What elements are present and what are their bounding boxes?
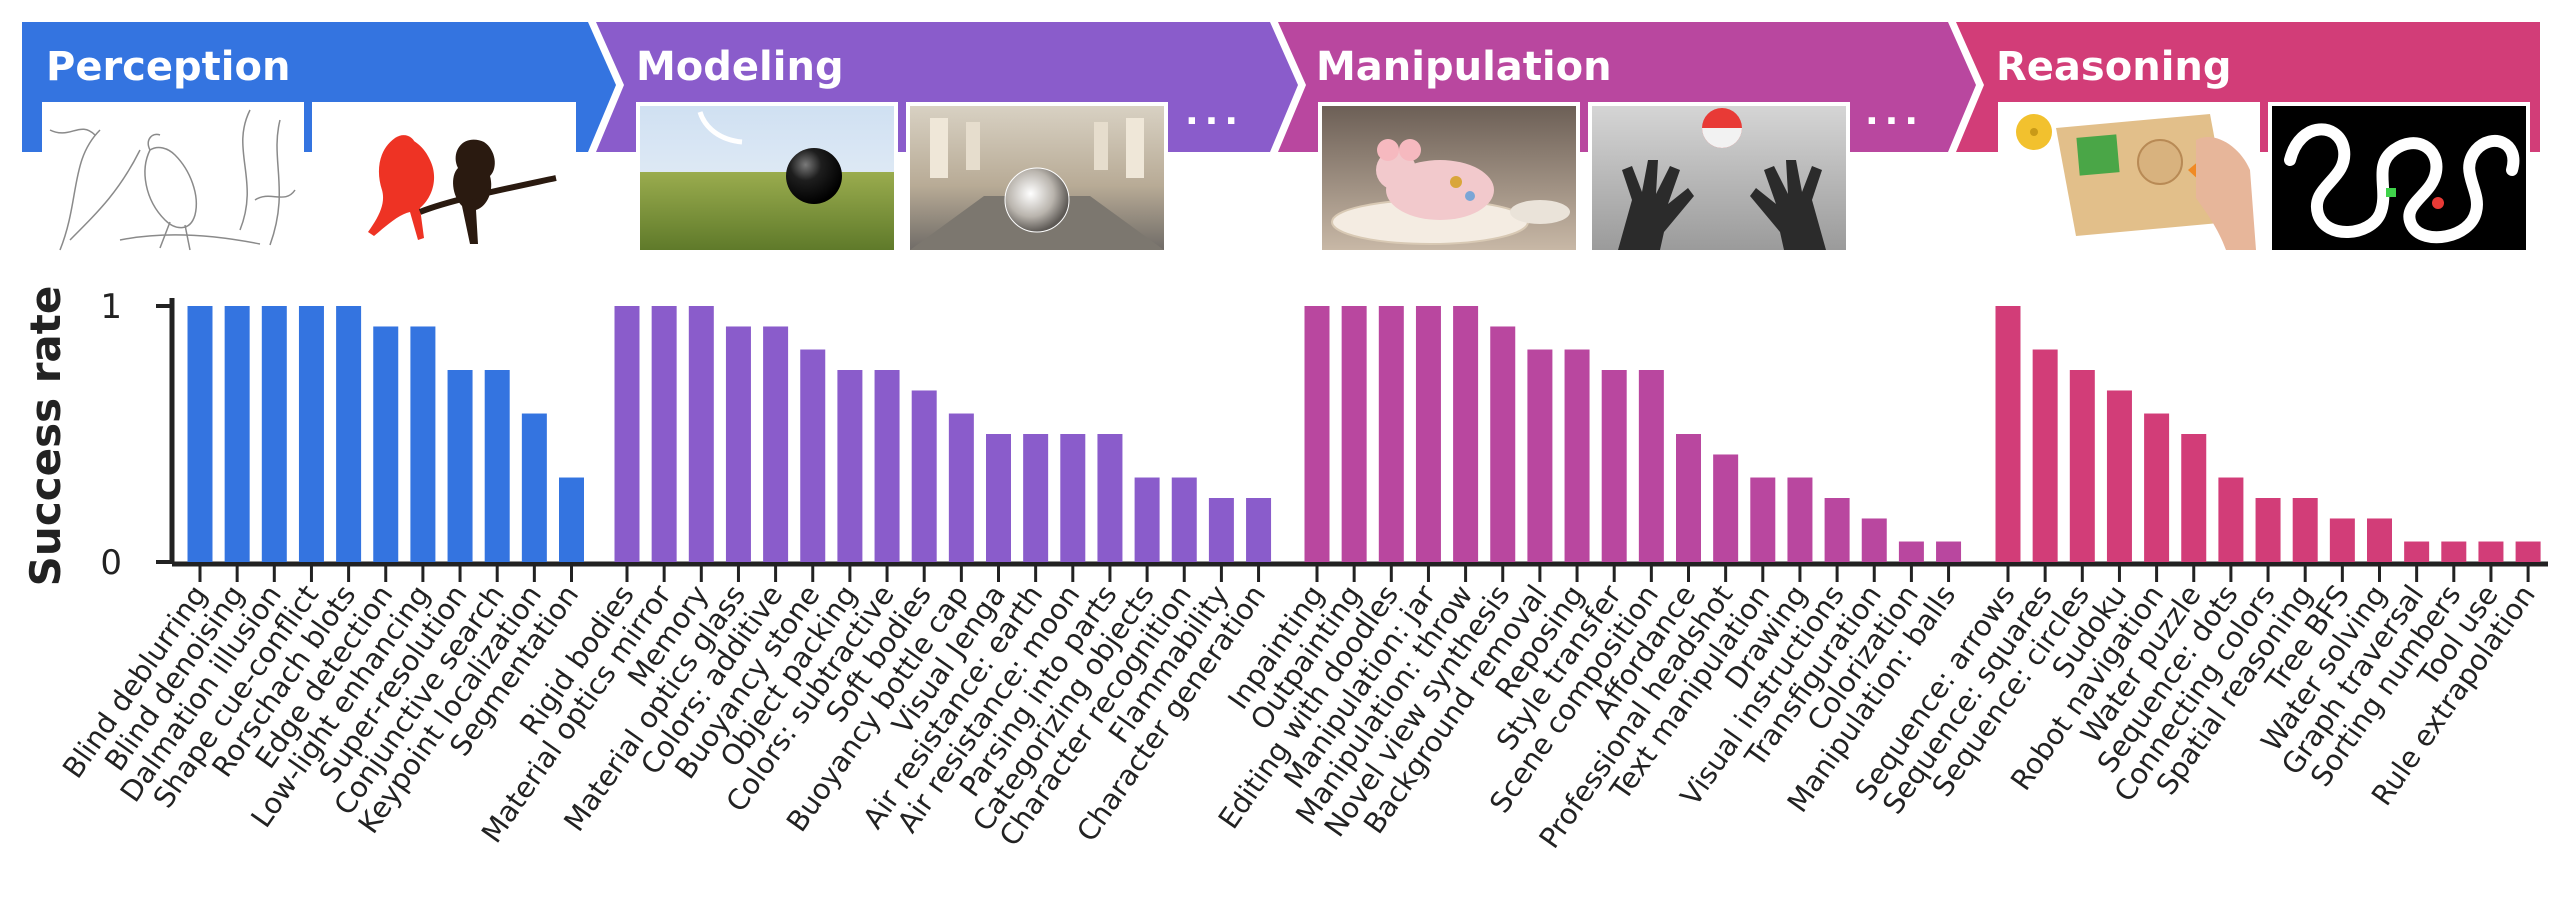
bar-shape-cue-conflict xyxy=(298,306,324,562)
bar-soft-bodies xyxy=(911,390,937,562)
bar-style-transfer xyxy=(1601,370,1627,562)
bar-sequence-dots xyxy=(2218,477,2244,562)
bar-tool-use xyxy=(2478,541,2504,562)
bar-affordance xyxy=(1676,434,1701,562)
modeling-title: Modeling xyxy=(636,44,844,90)
bar-super-resolution xyxy=(447,370,473,562)
glass-sphere-hall-image xyxy=(906,102,1168,254)
maze-path-image xyxy=(2268,102,2530,254)
bar-buoyancy-stone xyxy=(800,349,826,562)
line-art-parrot-image xyxy=(42,102,304,254)
bar-background-removal xyxy=(1527,349,1553,562)
y-tick-label-0: 0 xyxy=(100,543,122,583)
y-axis-label: Success rate xyxy=(21,286,70,587)
bar-reposing xyxy=(1564,349,1590,562)
bar-sudoku xyxy=(2106,390,2132,562)
bar-categorizing-objects xyxy=(1134,477,1160,562)
modeling-ellipsis: ... xyxy=(1185,92,1244,133)
bar-conjunctive-search xyxy=(484,370,510,562)
bar-outpainting xyxy=(1341,306,1367,562)
bar-water-puzzle xyxy=(2181,434,2207,562)
porcelain-mouse-on-plate-image xyxy=(1318,102,1580,254)
bar-material-optics-mirror xyxy=(651,306,677,562)
reasoning-title: Reasoning xyxy=(1996,44,2232,90)
bar-scene-composition xyxy=(1638,370,1664,562)
bar-colorization xyxy=(1898,541,1924,562)
bar-rorschach-blots xyxy=(336,306,362,562)
bar-low-light-enhancing xyxy=(410,326,436,562)
bar-visual-jenga xyxy=(986,434,1011,562)
bar-professional-headshot xyxy=(1713,454,1739,562)
bar-colors-subtractive xyxy=(874,370,900,562)
shape-puzzle-board-image xyxy=(1998,102,2260,254)
y-tick-label-1: 1 xyxy=(100,287,122,327)
bar-text-manipulation xyxy=(1750,477,1776,562)
bar-character-generation xyxy=(1246,498,1272,562)
bar-air-resistance-moon xyxy=(1060,434,1086,562)
bar-flammability xyxy=(1208,498,1234,562)
bar-rule-extrapolation xyxy=(2515,541,2541,562)
bar-colors-additive xyxy=(763,326,789,562)
manipulation-ellipsis: ... xyxy=(1865,92,1924,133)
bar-drawing xyxy=(1787,477,1813,562)
bar-dalmation-illusion xyxy=(261,306,287,562)
bar-buoyancy-bottle-cap xyxy=(948,413,974,562)
bar-blind-deblurring xyxy=(187,306,213,562)
bar-manipulation-balls xyxy=(1936,541,1962,562)
robot-hands-ball-image xyxy=(1588,102,1850,254)
perception-title: Perception xyxy=(46,44,290,90)
manipulation-title: Manipulation xyxy=(1316,44,1612,90)
bar-transfiguration xyxy=(1861,518,1887,562)
bar-visual-instructions xyxy=(1824,498,1850,562)
bar-object-packing xyxy=(837,370,863,562)
bar-sequence-circles xyxy=(2069,370,2095,562)
bar-material-optics-glass xyxy=(725,326,751,562)
bar-water-solving xyxy=(2367,518,2392,562)
bar-sequence-arrows xyxy=(1995,306,2021,562)
bar-graph-traversal xyxy=(2404,541,2430,562)
bar-novel-view-synthesis xyxy=(1490,326,1516,562)
bar-manipulation-jar xyxy=(1415,306,1441,562)
x-axis-ticks xyxy=(198,566,2530,582)
bar-spatial-reasoning xyxy=(2292,498,2318,562)
bar-robot-navigation xyxy=(2144,413,2170,562)
bar-segmentation xyxy=(559,477,584,562)
bar-inpainting xyxy=(1304,306,1330,562)
bar-tree-bfs xyxy=(2329,518,2355,562)
bar-keypoint-localization xyxy=(521,413,547,562)
bar-manipulation-throw xyxy=(1453,306,1479,562)
bar-air-resistance-earth xyxy=(1023,434,1049,562)
bars xyxy=(187,306,2541,562)
bar-memory xyxy=(688,306,714,562)
bar-sorting-numbers xyxy=(2441,541,2467,562)
bar-editing-with-doodles xyxy=(1378,306,1404,562)
bar-parsing-into-parts xyxy=(1097,434,1123,562)
banner: Perception Modeling Manipulation Reasoni… xyxy=(22,22,2540,254)
bar-sequence-squares xyxy=(2032,349,2058,562)
bar-connecting-colors xyxy=(2255,498,2281,562)
y-axis: 01 xyxy=(100,287,2548,583)
ball-on-grass-image xyxy=(636,102,898,254)
parrot-monkey-segmentation-image xyxy=(312,102,576,254)
bar-blind-denoising xyxy=(224,306,250,562)
bar-edge-detection xyxy=(373,326,399,562)
bar-rigid-bodies xyxy=(614,306,640,562)
bar-character-recognition xyxy=(1171,477,1197,562)
